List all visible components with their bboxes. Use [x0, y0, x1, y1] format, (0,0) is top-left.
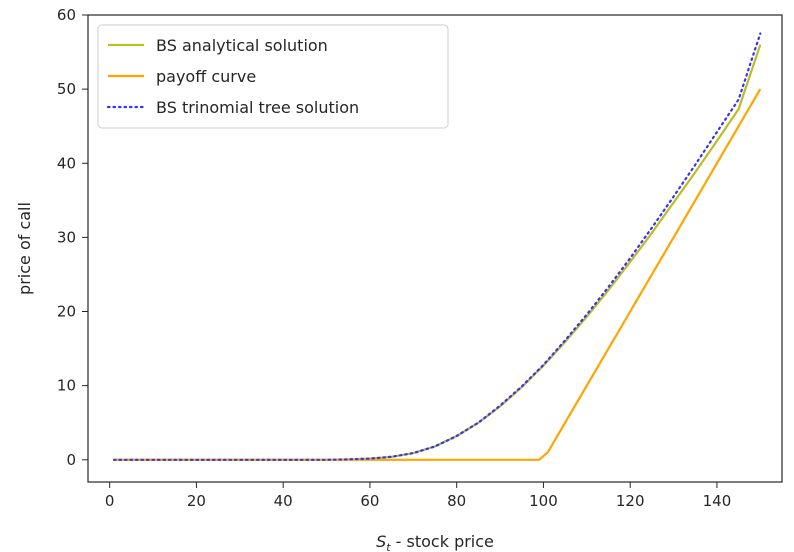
- x-tick-label: 100: [529, 492, 558, 510]
- legend-label-3: BS trinomial tree solution: [156, 98, 359, 117]
- legend: BS analytical solution payoff curve BS tri…: [97, 24, 449, 129]
- series-line-2: [114, 88, 762, 461]
- y-tick-label: 30: [57, 228, 76, 246]
- x-axis-label-rest: - stock price: [391, 532, 494, 551]
- x-tick-label: 0: [105, 492, 115, 510]
- x-axis-label-sub: t: [386, 541, 391, 552]
- series-layer: [112, 32, 762, 461]
- x-tick-label: 140: [703, 492, 732, 510]
- x-tick-label: 40: [274, 492, 293, 510]
- y-tick-label: 20: [57, 303, 76, 321]
- y-axis-label: price of call: [15, 202, 34, 295]
- ticks-layer: 0 20 40 60 80 100 120 140 0 10 20 30 40 50 60: [57, 6, 731, 510]
- x-tick-label: 20: [187, 492, 206, 510]
- y-tick-label: 10: [57, 377, 76, 395]
- plot-frame: [87, 14, 783, 483]
- y-tick-label: 40: [57, 154, 76, 172]
- legend-label-2: payoff curve: [156, 67, 256, 86]
- y-tick-label: 0: [66, 451, 76, 469]
- legend-box: [97, 24, 449, 129]
- x-axis-label-main: S: [376, 532, 386, 551]
- y-tick-label: 50: [57, 80, 76, 98]
- x-tick-label: 120: [616, 492, 645, 510]
- x-axis-label: St - stock price: [376, 532, 494, 552]
- x-tick-label: 60: [360, 492, 379, 510]
- legend-label-1: BS analytical solution: [156, 36, 328, 55]
- y-tick-label: 60: [57, 6, 76, 24]
- series-line-3: [112, 32, 762, 461]
- x-tick-label: 80: [447, 492, 466, 510]
